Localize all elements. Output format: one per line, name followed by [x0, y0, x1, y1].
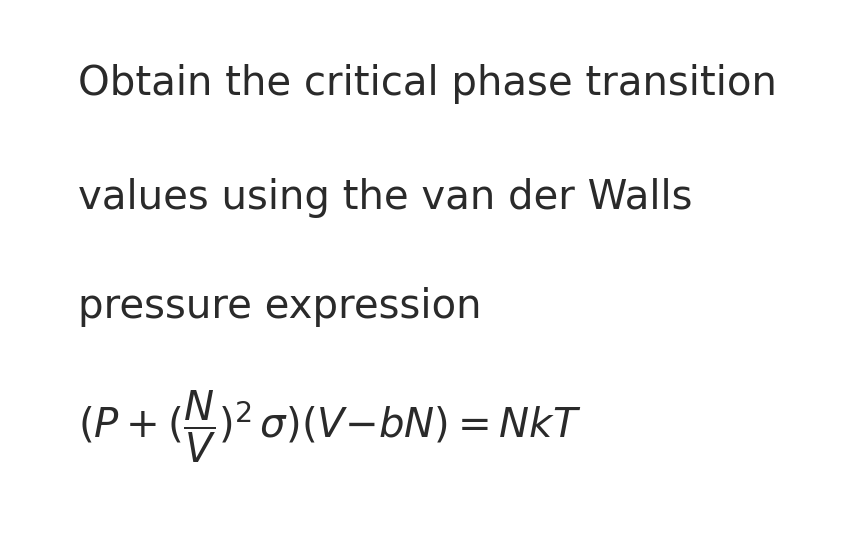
Text: pressure expression: pressure expression [78, 287, 482, 327]
Text: $(P + (\dfrac{N}{V})^{2}\, \sigma)(V\mathrm{-}bN) = NkT$: $(P + (\dfrac{N}{V})^{2}\, \sigma)(V\mat… [78, 388, 582, 465]
Text: Obtain the critical phase transition: Obtain the critical phase transition [78, 64, 777, 104]
Text: values using the van der Walls: values using the van der Walls [78, 178, 693, 218]
